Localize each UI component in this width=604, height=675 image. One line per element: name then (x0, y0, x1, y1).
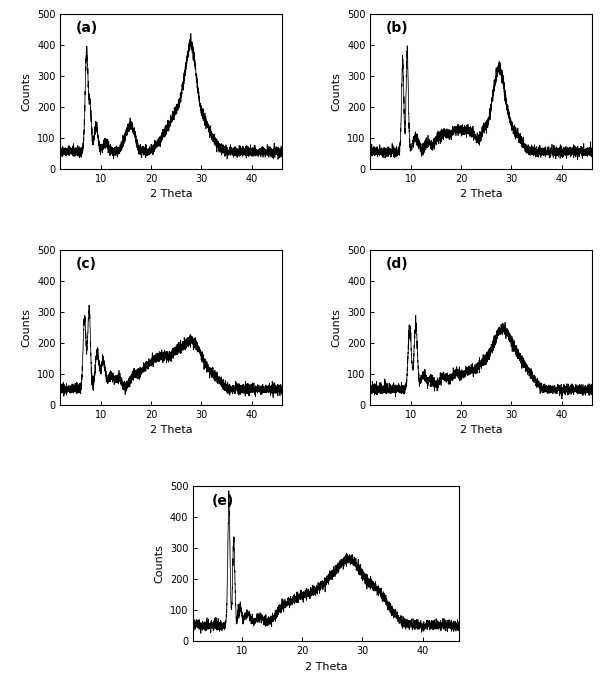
Y-axis label: Counts: Counts (332, 72, 341, 111)
Y-axis label: Counts: Counts (155, 544, 164, 583)
X-axis label: 2 Theta: 2 Theta (460, 189, 503, 199)
X-axis label: 2 Theta: 2 Theta (150, 189, 193, 199)
Text: (a): (a) (76, 22, 98, 35)
X-axis label: 2 Theta: 2 Theta (305, 662, 347, 672)
Text: (c): (c) (76, 257, 97, 271)
Y-axis label: Counts: Counts (22, 308, 31, 347)
X-axis label: 2 Theta: 2 Theta (460, 425, 503, 435)
Text: (d): (d) (386, 257, 408, 271)
Y-axis label: Counts: Counts (332, 308, 341, 347)
X-axis label: 2 Theta: 2 Theta (150, 425, 193, 435)
Text: (b): (b) (386, 22, 408, 35)
Text: (e): (e) (212, 493, 234, 508)
Y-axis label: Counts: Counts (22, 72, 31, 111)
